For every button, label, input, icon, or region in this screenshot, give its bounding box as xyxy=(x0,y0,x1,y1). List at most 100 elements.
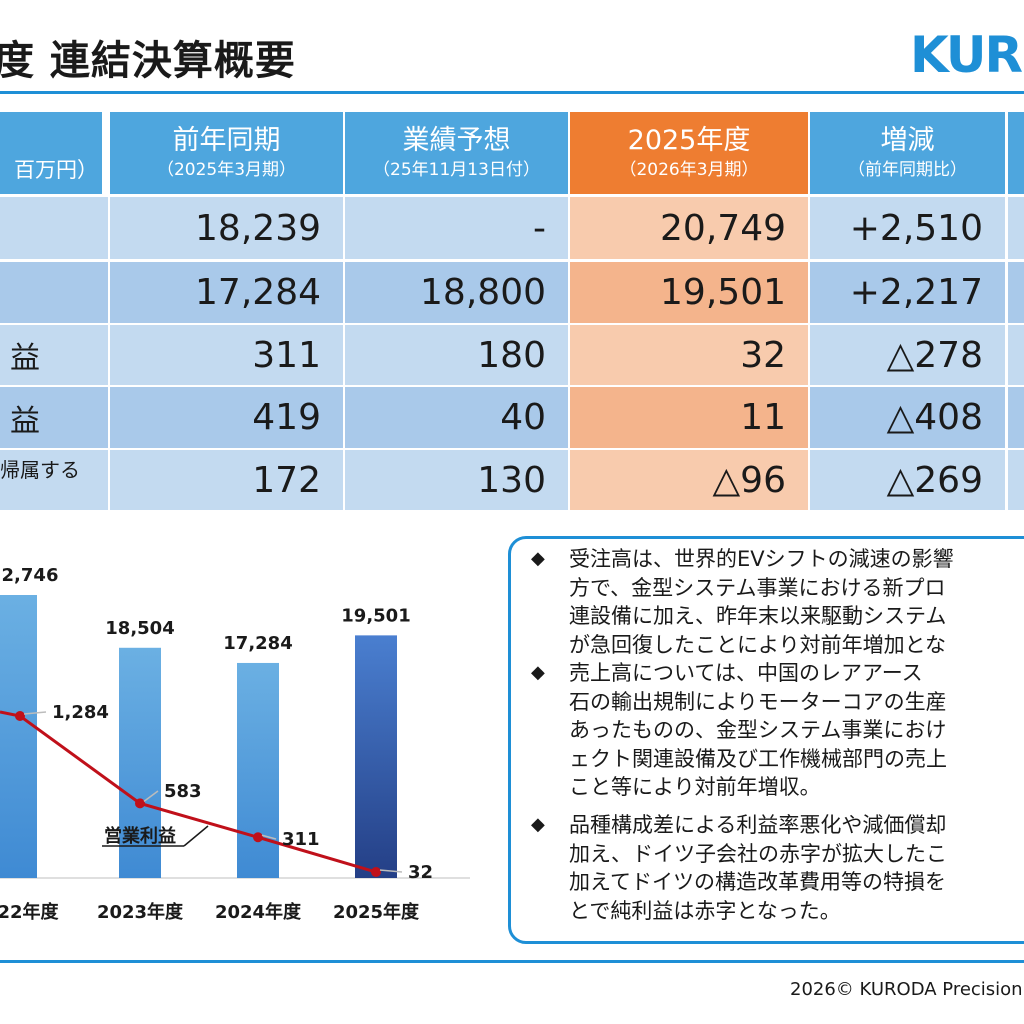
footer-divider xyxy=(0,960,1024,963)
copyright: 2026© KURODA Precision xyxy=(790,979,1023,1000)
profit-point xyxy=(253,832,263,843)
column-title: 増減 xyxy=(880,125,935,156)
column-title: 2025年度 xyxy=(627,125,751,156)
row-label: 帰属する xyxy=(0,450,108,510)
bar xyxy=(119,647,161,878)
company-logo: KUR xyxy=(910,26,1023,84)
note-line: ェクト関連設備及び工作機械部門の売上 xyxy=(569,746,947,771)
table-cell: △269 xyxy=(810,450,1005,510)
column-header: 2025年度 （2026年3月期） xyxy=(570,112,808,194)
table-edge-column xyxy=(1008,112,1024,194)
table-cell: - xyxy=(345,197,568,259)
table-edge-cell xyxy=(1008,197,1024,259)
unit-label: 百万円） xyxy=(14,158,98,182)
bar xyxy=(237,662,279,878)
category-label: 22年度 xyxy=(0,901,60,923)
note-line: 方で、金型システム事業における新プロ xyxy=(569,575,946,600)
column-header: 前年同期 （2025年3月期） xyxy=(110,112,343,194)
diamond-bullet-icon: ◆ xyxy=(531,662,545,683)
profit-point xyxy=(135,798,145,809)
label-leader-line xyxy=(379,869,403,873)
series-label: 営業利益 xyxy=(104,825,176,847)
notes-box: ◆ 受注高は、世界的EVシフトの減速の影響 方で、金型システム事業における新プロ 連設… xyxy=(508,536,1024,944)
profit-value-label: 32 xyxy=(408,862,433,883)
column-subtitle: （25年11月13日付） xyxy=(373,160,540,180)
bar-value-label: 2,746 xyxy=(2,565,59,586)
note-line: とで純利益は赤字となった。 xyxy=(569,898,841,923)
series-label-pointer xyxy=(183,825,209,847)
table-cell: 17,284 xyxy=(110,262,343,323)
table-cell: 18,800 xyxy=(345,262,568,323)
note-text: 売上高については、中国のレアアース 石の輸出規制によりモーターコアの生産 あったもの… xyxy=(569,659,947,802)
label-leader-line xyxy=(261,834,277,840)
note-line: 受注高は、世界的EVシフトの減速の影響 xyxy=(569,547,954,571)
table-cell: △96 xyxy=(570,450,808,510)
note-line: 加えてドイツの構造改革費用等の特損を xyxy=(569,870,946,894)
bar-value-label: 19,501 xyxy=(341,605,410,626)
category-label: 2024年度 xyxy=(215,901,302,923)
bar xyxy=(355,635,397,878)
note-item: ◆ 受注高は、世界的EVシフトの減速の影響 方で、金型システム事業における新プロ 連設… xyxy=(531,545,954,659)
table-corner-header: 百万円） xyxy=(0,112,102,194)
note-line: が急回復したことにより対前年増加とな xyxy=(569,632,946,657)
table-cell: 172 xyxy=(110,450,343,510)
table-cell: 419 xyxy=(110,387,343,448)
table-cell: 130 xyxy=(345,450,568,510)
column-subtitle: （前年同期比） xyxy=(848,160,967,180)
table-cell: +2,217 xyxy=(810,262,1005,323)
table-cell: 40 xyxy=(345,387,568,448)
profit-point xyxy=(15,711,25,721)
bar xyxy=(0,595,37,878)
bar-value-label: 17,284 xyxy=(223,633,292,654)
row-label: 益 xyxy=(0,325,108,385)
row-label: 益 xyxy=(0,387,108,448)
table-edge-cell xyxy=(1008,262,1024,323)
table-edge-cell xyxy=(1008,325,1024,385)
note-text: 品種構成差による利益率悪化や減価償却 加え、ドイツ子会社の赤字が拡大したこ 加えてド… xyxy=(569,811,947,925)
column-subtitle: （2026年3月期） xyxy=(619,160,759,180)
note-line: こと等により対前年増収。 xyxy=(569,775,821,799)
table-cell: 19,501 xyxy=(570,262,808,323)
column-header: 業績予想 （25年11月13日付） xyxy=(345,112,568,194)
note-item: ◆ 品種構成差による利益率悪化や減価償却 加え、ドイツ子会社の赤字が拡大したこ 加えて… xyxy=(531,811,947,925)
column-header: 増減 （前年同期比） xyxy=(810,112,1005,194)
category-label: 2025年度 xyxy=(333,901,420,923)
sales-chart: 2,746 22年度 18,504 2023年度 17,284 2024年度 19,501 2… xyxy=(0,565,470,923)
row-label xyxy=(0,262,108,323)
table-cell: 11 xyxy=(570,387,808,448)
table-cell: △278 xyxy=(810,325,1005,385)
table-cell: 311 xyxy=(110,325,343,385)
table-cell: 20,749 xyxy=(570,197,808,259)
category-label: 2023年度 xyxy=(97,901,184,923)
title-divider xyxy=(0,91,1024,94)
table-cell: 180 xyxy=(345,325,568,385)
column-title: 業績予想 xyxy=(402,125,511,156)
diamond-bullet-icon: ◆ xyxy=(531,548,545,569)
table-cell: 32 xyxy=(570,325,808,385)
table-edge-cell xyxy=(1008,387,1024,448)
column-title: 前年同期 xyxy=(172,125,281,156)
diamond-bullet-icon: ◆ xyxy=(531,814,545,835)
note-line: 石の輸出規制によりモーターコアの生産 xyxy=(569,689,947,714)
table-edge-cell xyxy=(1008,450,1024,510)
page-title: 度 連結決算概要 xyxy=(0,38,296,84)
label-leader-line xyxy=(23,711,47,715)
profit-value-label: 311 xyxy=(282,829,320,850)
label-leader-line xyxy=(143,790,159,802)
profit-point xyxy=(371,867,381,878)
note-line: 連設備に加え、昨年末以来駆動システム xyxy=(569,604,947,628)
table-cell: 18,239 xyxy=(110,197,343,259)
profit-value-label: 1,284 xyxy=(52,702,109,723)
bar-value-label: 18,504 xyxy=(105,618,174,639)
note-line: 売上高については、中国のレアアース xyxy=(569,661,923,685)
column-subtitle: （2025年3月期） xyxy=(156,160,297,180)
note-line: 品種構成差による利益率悪化や減価償却 xyxy=(569,813,947,837)
note-item: ◆ 売上高については、中国のレアアース 石の輸出規制によりモーターコアの生産 あったも… xyxy=(531,659,947,802)
note-line: あったものの、金型システム事業におけ xyxy=(569,718,947,742)
note-text: 受注高は、世界的EVシフトの減速の影響 方で、金型システム事業における新プロ 連設備… xyxy=(569,545,954,659)
note-line: 加え、ドイツ子会社の赤字が拡大したこ xyxy=(569,841,947,866)
profit-value-label: 583 xyxy=(164,781,202,802)
table-cell: +2,510 xyxy=(810,197,1005,259)
row-label xyxy=(0,197,108,259)
table-cell: △408 xyxy=(810,387,1005,448)
